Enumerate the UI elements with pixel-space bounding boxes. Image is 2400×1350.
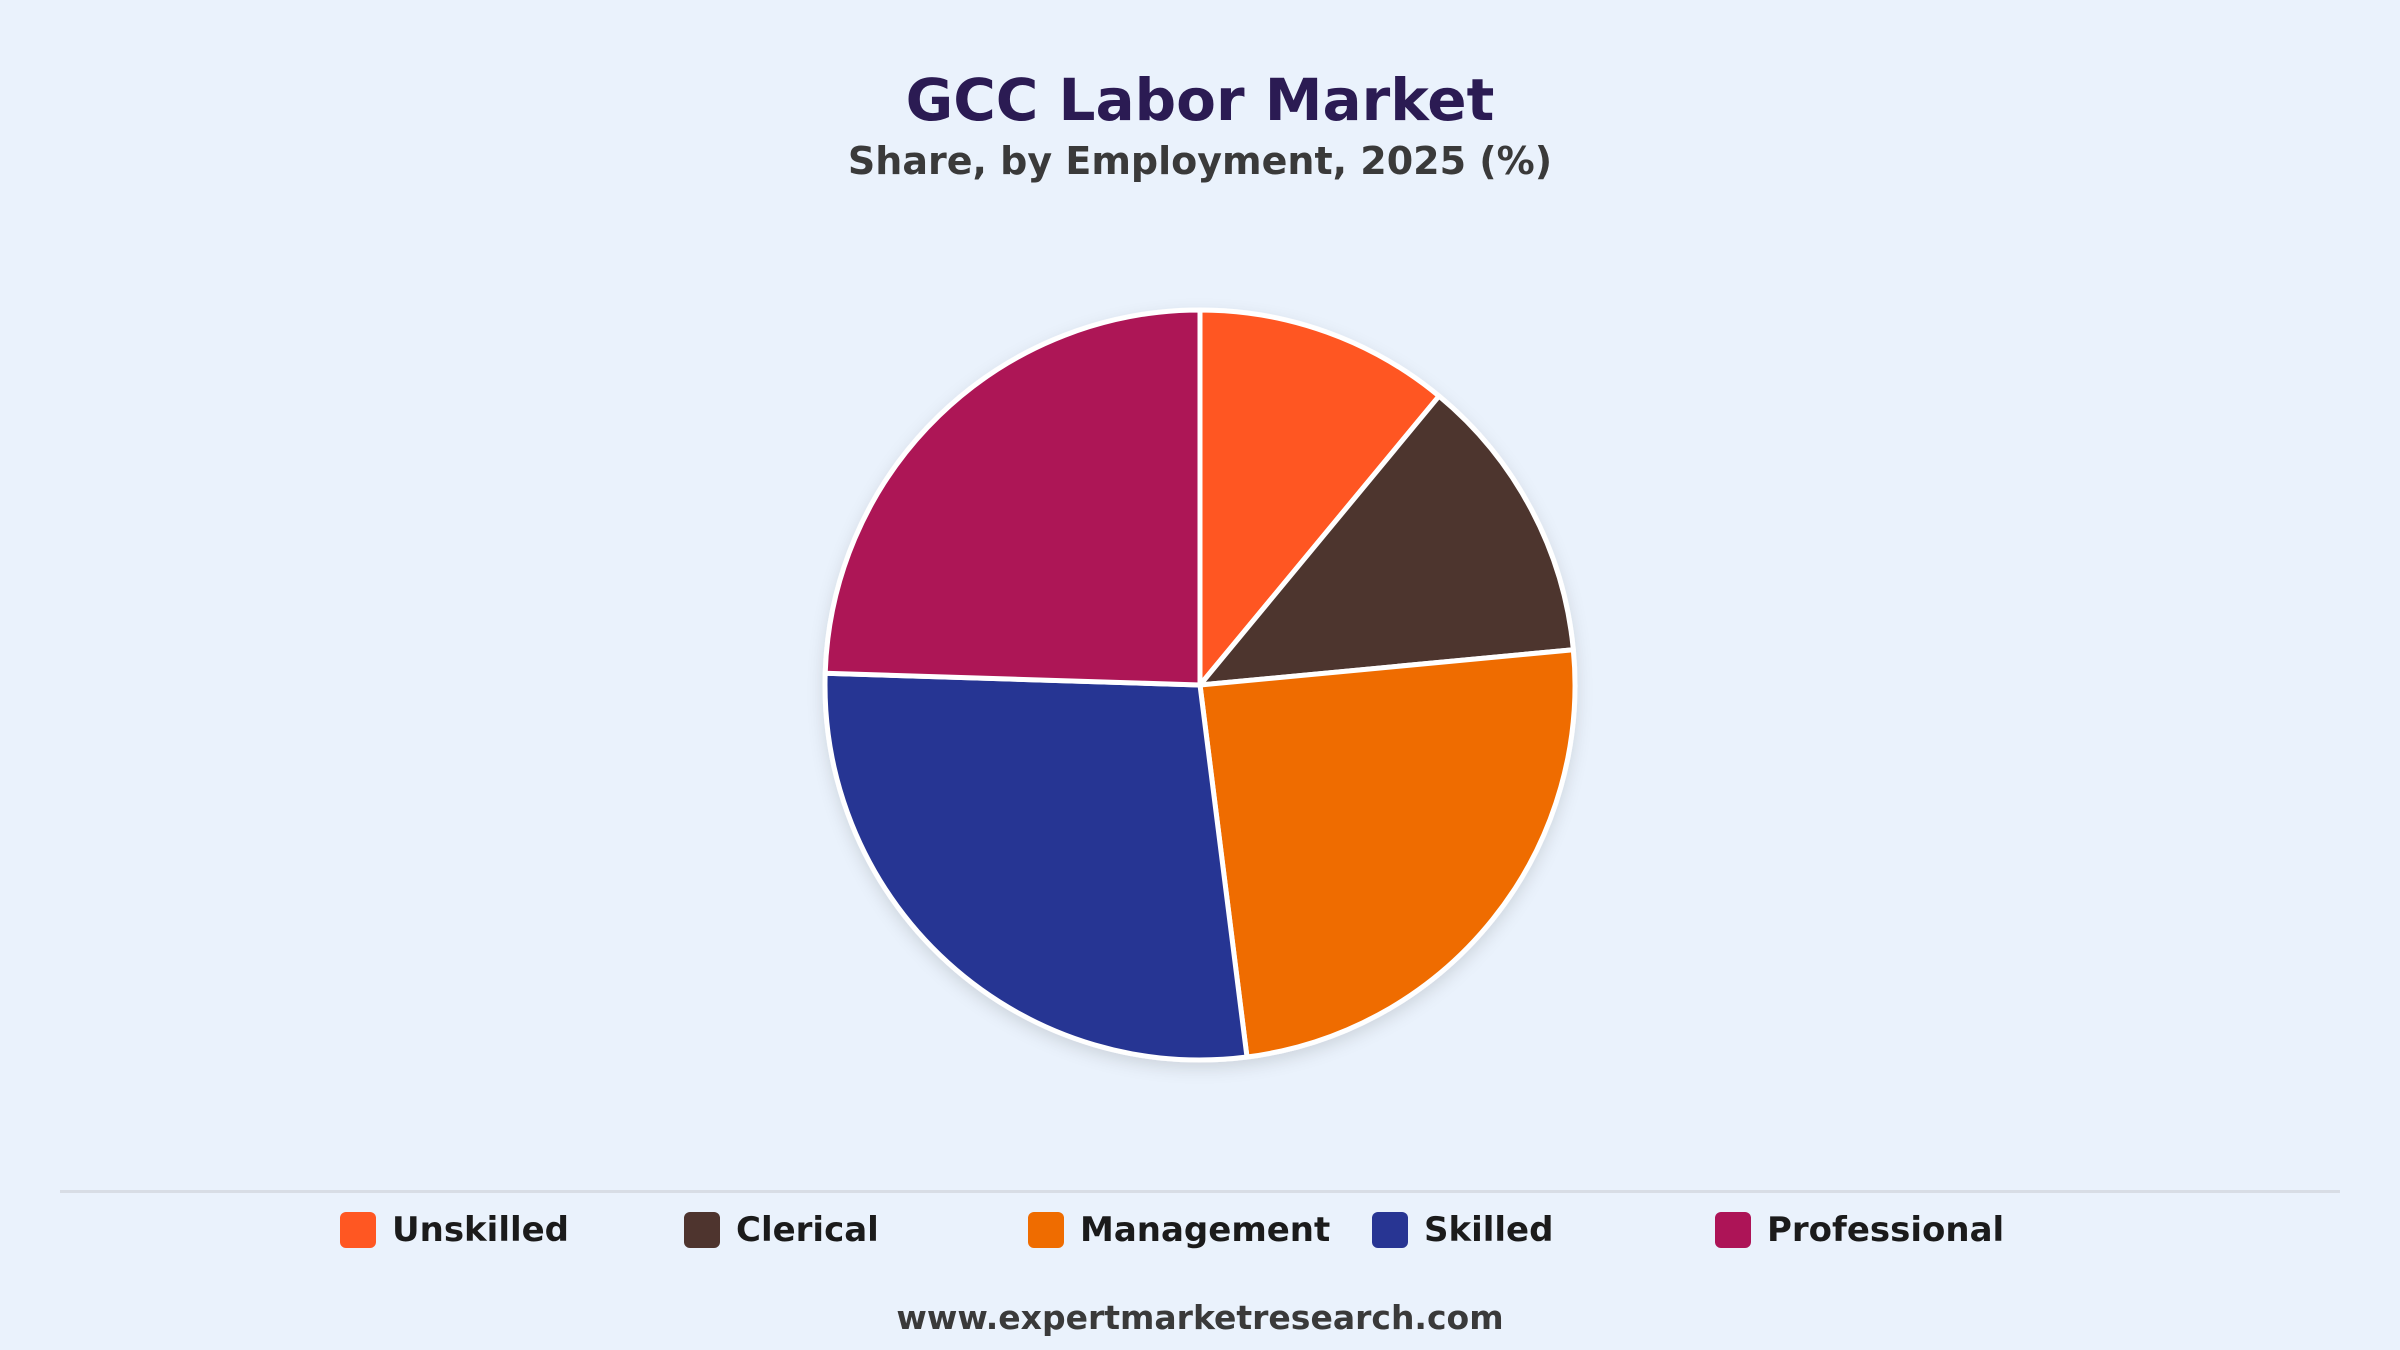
legend-item-clerical: Clerical [684,1208,879,1252]
legend-item-unskilled: Unskilled [340,1208,569,1252]
pie-slice-professional [822,307,1203,688]
legend-label: Clerical [736,1210,879,1250]
chart-title: GCC Labor Market [905,66,1495,134]
legend-swatch [1715,1212,1751,1248]
legend-swatch [340,1212,376,1248]
pie-slice-management [1197,647,1578,1060]
legend-label: Skilled [1424,1210,1554,1250]
chart-legend: Unskilled Clerical Management Skilled Profes… [0,1208,2400,1252]
legend-item-professional: Professional [1715,1208,2004,1252]
legend-item-skilled: Skilled [1372,1208,1553,1252]
legend-swatch [1028,1212,1064,1248]
legend-item-management: Management [1028,1208,1330,1252]
pie-slice-skilled [822,670,1250,1063]
legend-swatch [684,1212,720,1248]
source-footer: www.expertmarketresearch.com [896,1298,1504,1337]
legend-label: Professional [1767,1210,2005,1250]
legend-swatch [1372,1212,1408,1248]
pie-slice-unskilled [1197,307,1442,688]
legend-label: Management [1080,1210,1331,1250]
legend-label: Unskilled [392,1210,570,1250]
chart-subtitle: Share, by Employment, 2025 (%) [847,139,1553,183]
pie-slice-clerical [1197,393,1576,688]
legend-divider [60,1190,2340,1193]
